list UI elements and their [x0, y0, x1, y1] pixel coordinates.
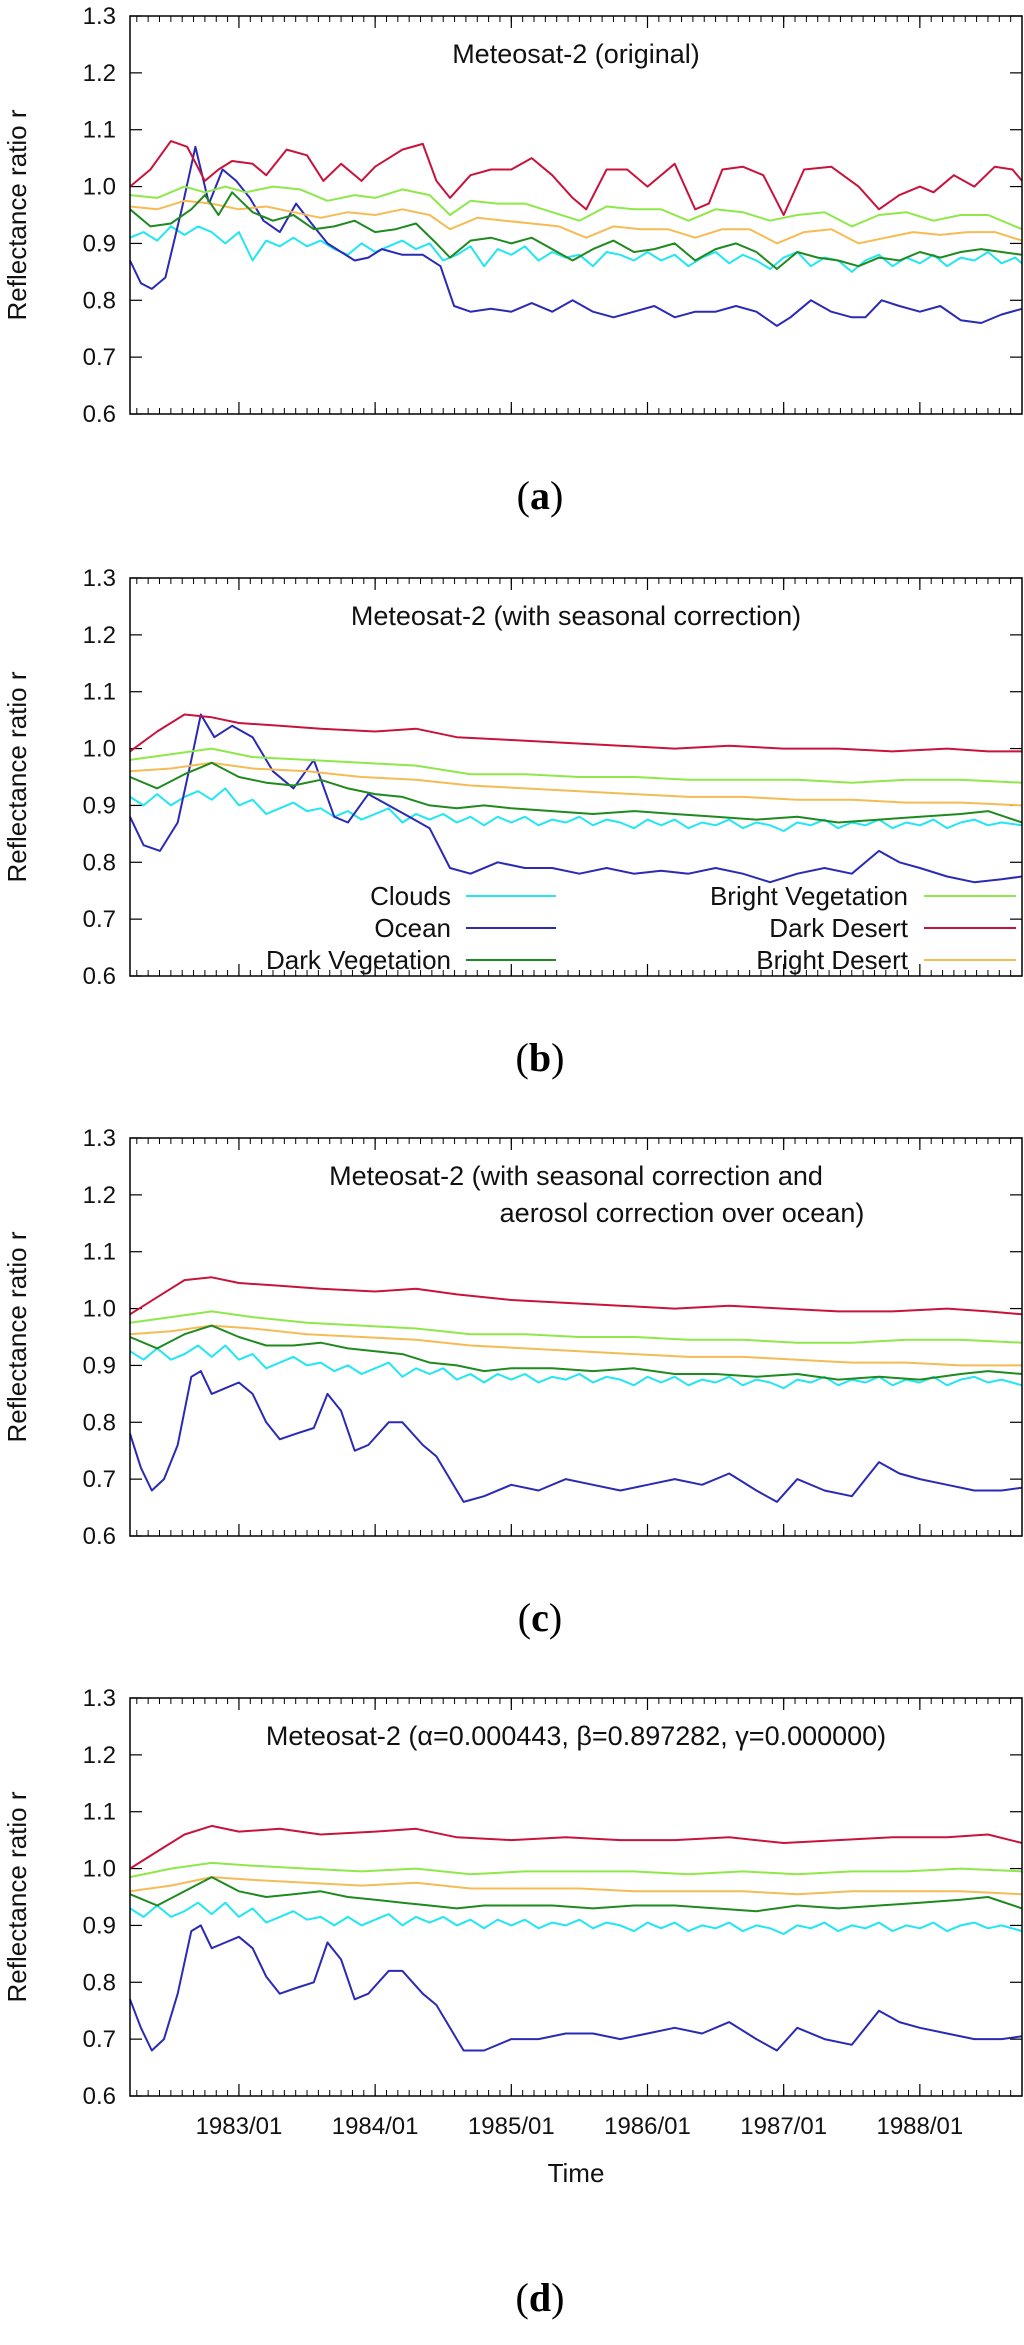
- plot-title: Meteosat-2 (α=0.000443, β=0.897282, γ=0.…: [266, 1721, 886, 1751]
- y-tick-label: 1.3: [83, 3, 116, 30]
- series-line-clouds: [129, 1901, 1023, 1935]
- y-tick-label: 0.6: [83, 2083, 116, 2110]
- series-line-dark-desert: [129, 713, 1022, 753]
- x-tick-label: 1987/01: [740, 2113, 827, 2140]
- plot-title-line-1: Meteosat-2 (with seasonal correction and: [329, 1161, 823, 1191]
- series-line-dark-vegetation: [129, 1324, 1023, 1381]
- series-line-bright-desert: [129, 761, 1023, 807]
- panel-b: 0.6 0.7 0.8 0.9 1.0 1.1 1.2 1.3 Meteosat-2 (with…: [2, 565, 1023, 1080]
- y-tick-label: 1.3: [83, 565, 116, 592]
- series-line-dark-desert: [129, 1824, 1023, 1870]
- y-tick-label: 1.2: [83, 622, 116, 649]
- y-tick-label: 0.8: [83, 1969, 116, 1996]
- series-line-ocean: [129, 713, 1023, 884]
- plot-title: Meteosat-2 (with seasonal correction): [351, 601, 801, 631]
- y-tick-label: 1.0: [83, 1856, 116, 1883]
- x-tick-label: 1984/01: [332, 2113, 419, 2140]
- plot-frame: [129, 15, 1023, 415]
- series-line-bright-vegetation: [129, 1310, 1023, 1344]
- series-line-ocean: [129, 145, 1023, 327]
- x-minor-ticks: [136, 1138, 1012, 1536]
- x-axis-label: Time: [548, 2158, 605, 2188]
- panel-label: (a): [517, 473, 564, 518]
- y-tick-label: 0.6: [83, 963, 116, 990]
- panel-d: 1983/01 1984/01 1985/01 1986/01 1987/01 1988/…: [2, 1685, 1023, 2320]
- y-axis-label: Reflectance ratio r: [2, 1231, 32, 1442]
- y-axis-label: Reflectance ratio r: [2, 109, 32, 320]
- x-tick-label: 1985/01: [468, 2113, 555, 2140]
- panel-label: (d): [516, 2275, 565, 2320]
- y-tick-label: 0.9: [83, 230, 116, 257]
- y-tick-label: 0.7: [83, 344, 116, 371]
- y-axis-label: Reflectance ratio r: [2, 671, 32, 882]
- panel-label: (b): [516, 1035, 565, 1080]
- y-tick-label: 1.1: [83, 679, 116, 706]
- y-tick-label: 1.1: [83, 1799, 116, 1826]
- y-tick-label: 1.3: [83, 1685, 116, 1712]
- y-tick-label: 1.2: [83, 60, 116, 87]
- y-tick-label: 1.0: [83, 736, 116, 763]
- y-tick-label: 1.2: [83, 1182, 116, 1209]
- series-line-bright-desert: [129, 1876, 1023, 1896]
- series-line-clouds: [129, 1344, 1023, 1390]
- series-line-clouds: [129, 225, 1023, 273]
- x-tick-label: 1986/01: [604, 2113, 691, 2140]
- plot-title-line-2: aerosol correction over ocean): [500, 1198, 865, 1228]
- series-line-clouds: [129, 787, 1023, 832]
- y-tick-label: 1.1: [83, 117, 116, 144]
- y-tick-label: 0.7: [83, 1466, 116, 1493]
- plot-frame: [129, 1697, 1023, 2097]
- series-line-ocean: [129, 1370, 1023, 1503]
- y-tick-label: 1.1: [83, 1239, 116, 1266]
- y-tick-label: 0.8: [83, 1409, 116, 1436]
- series-line-bright-desert: [129, 1324, 1022, 1367]
- x-tick-label: 1988/01: [876, 2113, 963, 2140]
- legend-label: Bright Desert: [756, 945, 908, 975]
- plot-frame: [129, 1137, 1023, 1537]
- y-tick-label: 0.9: [83, 1912, 116, 1939]
- y-tick-label: 0.9: [83, 1352, 116, 1379]
- panel-c: 0.6 0.7 0.8 0.9 1.0 1.1 1.2 1.3 Meteosat-2 (with…: [2, 1125, 1023, 1640]
- y-tick-label: 1.3: [83, 1125, 116, 1152]
- legend-label: Ocean: [374, 913, 451, 943]
- y-tick-label: 0.8: [83, 849, 116, 876]
- legend-label: Dark Desert: [769, 913, 908, 943]
- y-axis-label: Reflectance ratio r: [2, 1791, 32, 2002]
- y-tick-label: 1.0: [83, 1296, 116, 1323]
- y-tick-label: 0.6: [83, 1523, 116, 1550]
- x-minor-ticks: [136, 1698, 1012, 2096]
- series-line-bright-vegetation: [129, 1861, 1023, 1879]
- legend-label: Dark Vegetation: [266, 945, 451, 975]
- plot-frame: [129, 577, 1023, 977]
- series-line-bright-vegetation: [129, 185, 1023, 231]
- y-tick-label: 0.7: [83, 2026, 116, 2053]
- series-line-dark-desert: [129, 140, 1023, 216]
- x-minor-ticks: [136, 16, 1012, 414]
- series-line-dark-vegetation: [129, 1876, 1023, 1913]
- series-line-dark-vegetation: [129, 761, 1023, 824]
- y-tick-label: 1.2: [83, 1742, 116, 1769]
- series-line-bright-desert: [129, 199, 1023, 245]
- legend-label: Bright Vegetation: [710, 881, 908, 911]
- legend-label: Clouds: [370, 881, 451, 911]
- y-tick-label: 0.7: [83, 906, 116, 933]
- series-line-dark-desert: [129, 1276, 1023, 1316]
- panel-label: (c): [518, 1595, 562, 1640]
- series-line-dark-vegetation: [129, 191, 1023, 270]
- series-line-bright-vegetation: [129, 747, 1023, 784]
- panel-a: 0.6 0.7 0.8 0.9 1.0 1.1 1.2 1.3 Meteosat-2 (orig…: [2, 3, 1023, 518]
- y-tick-label: 1.0: [83, 174, 116, 201]
- plot-title: Meteosat-2 (original): [452, 39, 700, 69]
- y-tick-label: 0.8: [83, 287, 116, 314]
- y-tick-label: 0.6: [83, 401, 116, 428]
- x-tick-label: 1983/01: [196, 2113, 283, 2140]
- y-tick-label: 0.9: [83, 792, 116, 819]
- series-line-ocean: [129, 1924, 1023, 2052]
